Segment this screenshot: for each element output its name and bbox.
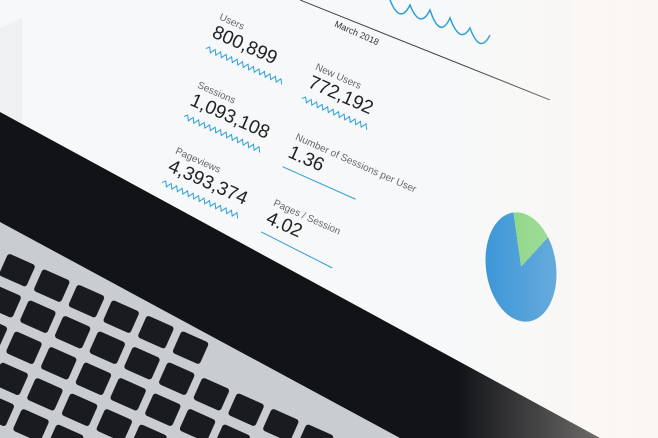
keyboard-key — [0, 362, 28, 395]
keyboard-key — [96, 409, 132, 438]
keyboard-key — [131, 424, 167, 438]
metric-users[interactable]: Users 800,899 — [204, 12, 305, 90]
keyboard-key — [20, 300, 56, 333]
keyboard-key — [263, 409, 299, 438]
sparkline — [282, 166, 356, 200]
keyboard-key — [6, 331, 42, 364]
keyboard-key — [172, 331, 209, 364]
keyboard-key — [159, 362, 195, 395]
keyboard-key — [75, 362, 112, 395]
metric-sessions-per-user[interactable]: Number of Sessions per User 1.36 — [281, 132, 418, 223]
keyboard-key — [54, 316, 91, 349]
light-glare — [458, 0, 658, 438]
keyboard-key — [110, 378, 146, 411]
keyboard-key — [34, 269, 70, 302]
keyboard-key — [13, 409, 49, 438]
keyboard-key — [0, 393, 14, 426]
keyboard-key — [179, 409, 216, 438]
sparkline — [301, 96, 368, 130]
metric-pages-per-session[interactable]: Pages / Session 4.02 — [259, 198, 350, 270]
keyboard-key — [214, 424, 250, 438]
keyboard-key — [27, 378, 63, 411]
keyboard-key — [68, 285, 105, 318]
keyboard-key — [41, 347, 77, 380]
sparkline — [260, 231, 333, 269]
keyboard-key — [193, 378, 230, 411]
sparkline — [205, 46, 283, 85]
sparkline — [161, 180, 239, 219]
keyboard-key — [0, 285, 21, 318]
keyboard-key — [103, 300, 139, 333]
keyboard-key — [145, 393, 181, 426]
keyboard-key — [138, 316, 174, 349]
sparkline — [183, 114, 261, 153]
metric-new-users[interactable]: New Users 772,192 — [300, 62, 391, 136]
keyboard-key — [61, 393, 98, 426]
keyboard-key — [0, 254, 35, 287]
metric-pageviews[interactable]: Pageviews 4,393,374 — [160, 146, 261, 224]
keyboard-key — [89, 331, 125, 364]
keyboard-key — [48, 424, 84, 438]
keyboard-key — [297, 424, 334, 438]
keyboard-key — [228, 393, 264, 426]
keyboard-key — [124, 347, 160, 380]
metric-sessions[interactable]: Sessions 1,093,108 — [182, 80, 283, 158]
